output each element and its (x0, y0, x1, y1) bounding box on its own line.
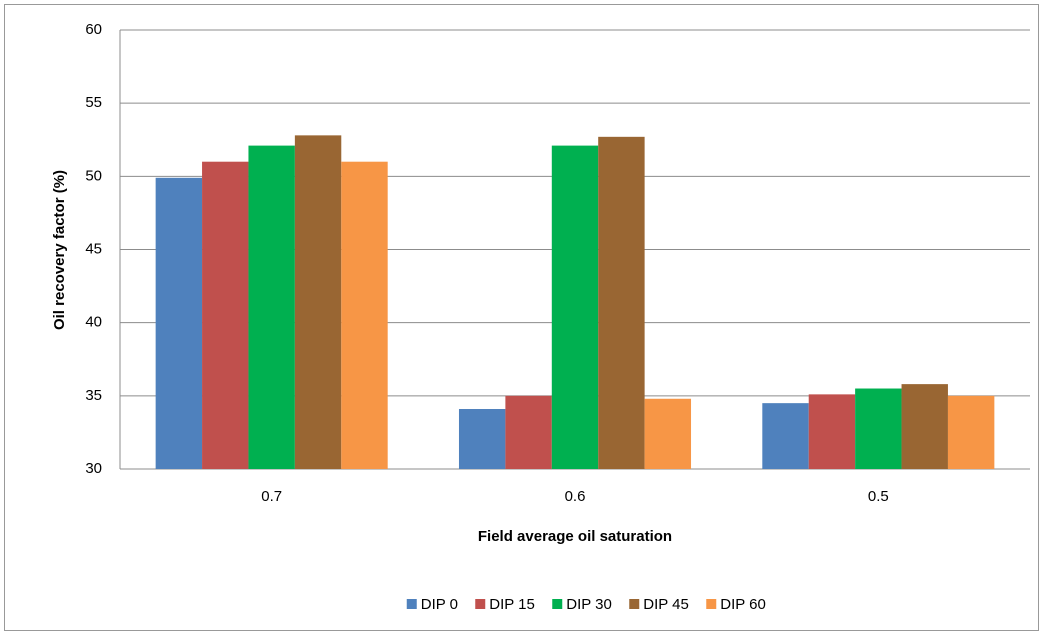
legend-label: DIP 30 (566, 596, 612, 613)
bar (505, 395, 552, 469)
y-tick-label: 40 (85, 314, 102, 331)
bar (248, 145, 295, 469)
y-tick-label: 45 (85, 240, 102, 257)
y-axis-title: Oil recovery factor (%) (51, 170, 68, 330)
x-tick-label: 0.5 (868, 488, 889, 505)
bar (855, 388, 902, 469)
bar (202, 161, 249, 469)
x-tick-label: 0.6 (565, 488, 586, 505)
legend-swatch (706, 599, 717, 609)
bar (341, 161, 388, 469)
bar (947, 395, 995, 469)
legend-label: DIP 15 (489, 596, 535, 613)
bar (551, 145, 599, 469)
x-axis-title: Field average oil saturation (478, 528, 672, 545)
bar (644, 398, 692, 469)
legend-swatch (629, 599, 640, 609)
legend-swatch (406, 599, 417, 609)
legend-label: DIP 0 (421, 596, 458, 613)
bar (808, 394, 856, 469)
bar (901, 384, 948, 469)
x-tick-label: 0.7 (261, 488, 282, 505)
legend-label: DIP 60 (720, 596, 766, 613)
y-tick-label: 50 (85, 167, 102, 184)
bar (762, 403, 809, 469)
y-tick-label: 30 (85, 460, 102, 477)
legend-label: DIP 45 (643, 596, 689, 613)
legend-swatch (552, 599, 563, 609)
y-tick-label: 55 (85, 94, 102, 111)
y-tick-label: 60 (85, 21, 102, 38)
bar (598, 136, 645, 469)
bar (155, 177, 203, 469)
legend-swatch (475, 599, 486, 609)
y-tick-label: 35 (85, 387, 102, 404)
bar (294, 135, 342, 470)
bar (458, 409, 506, 469)
